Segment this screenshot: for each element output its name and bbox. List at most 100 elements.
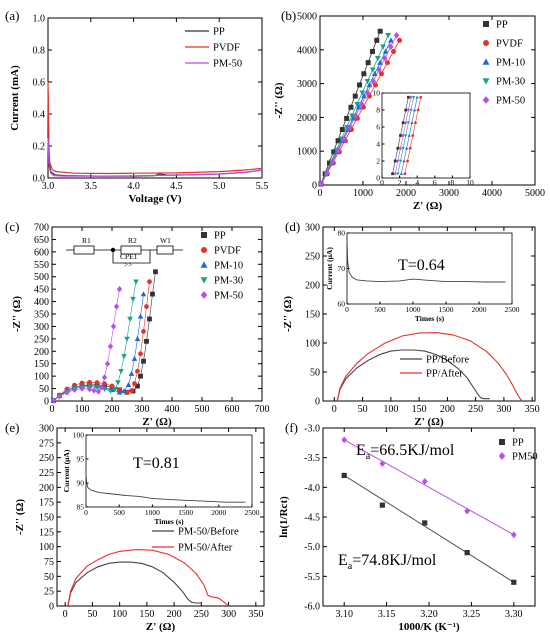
x-tick-label: 5.5 — [256, 181, 269, 192]
inset-point-PM-50 — [401, 133, 405, 138]
y-tick-label: 225 — [39, 468, 54, 479]
data-point-PVDF — [87, 379, 92, 385]
data-point-PM-50 — [318, 180, 324, 188]
legend-marker — [201, 232, 207, 238]
y-tick-label: 125 — [39, 527, 54, 538]
y-tick-label: 25 — [44, 587, 54, 598]
x-tick-label: 200 — [105, 404, 120, 415]
inset-point-PM-10 — [405, 146, 409, 150]
legend: PP PM50 — [498, 438, 538, 463]
x-tick-label: 2000 — [396, 188, 416, 199]
inset-point-PVDF — [419, 95, 423, 99]
data-point-PM-50 — [71, 386, 78, 393]
data-point-PM-50 — [335, 146, 342, 154]
y-tick-label: -5.0 — [304, 542, 320, 553]
data-point-PM-50 — [50, 397, 57, 404]
y-tick-label: 250 — [305, 252, 320, 263]
inset-point-PM-50 — [398, 146, 403, 151]
inset-point-PP — [399, 134, 402, 137]
inset-x-tick-label: 0 — [345, 305, 349, 314]
data-point-PVDF — [138, 351, 143, 357]
chart-b: 0 1000 2000 3000 4000 50000100020003000400050… — [273, 8, 545, 212]
transference-number: T=0.81 — [133, 455, 180, 472]
circuit-label-w1: W1 — [160, 236, 171, 245]
inset-point-PM-10 — [415, 95, 419, 99]
legend-marker — [483, 40, 489, 46]
y-axis-label: -Z'' (Ω) — [11, 296, 23, 332]
cpe-branch — [112, 250, 151, 264]
y-tick-label: -6.0 — [304, 602, 320, 613]
data-point-PM-50 — [64, 389, 70, 396]
x-tick-label: 0 — [332, 404, 337, 415]
y-axis-label: Current (mA) — [9, 65, 21, 131]
data-point-PP — [377, 28, 383, 34]
fit-line-PP — [53, 271, 156, 401]
inset-point-PVDF — [414, 121, 417, 125]
activation-energy-pm50: Ea=66.5KJ/mol — [356, 442, 455, 462]
data-point-PM-50 — [358, 100, 365, 108]
data-point-PVDF — [372, 82, 378, 88]
data-point-PM-30 — [127, 316, 133, 322]
chart-c: 0 100 200 300 400 500 600 700050100150200250300… — [5, 219, 270, 428]
y-tick-label: 700 — [34, 223, 49, 234]
legend: PM-50/Before PM-50/After — [152, 527, 239, 554]
data-point-PVDF — [129, 388, 134, 393]
data-point-PM-30 — [121, 354, 127, 360]
x-tick-label: 200 — [167, 609, 182, 620]
y-tick-label: 400 — [34, 297, 49, 308]
legend-marker — [201, 247, 207, 253]
y-tick-label: 200 — [305, 281, 320, 292]
legend: PP PVDF PM-50 — [185, 27, 242, 70]
y-tick-label: 600 — [34, 247, 49, 258]
x-axis-label: Z' (Ω) — [414, 416, 444, 428]
data-point-PM-50 — [393, 32, 400, 39]
legend-label: PM-50 — [214, 291, 243, 302]
y-tick-label: 1.0 — [33, 14, 46, 25]
data-point-PM-50 — [101, 374, 108, 381]
y-tick-label: 300 — [39, 424, 54, 435]
y-tick-label: 2000 — [297, 113, 317, 124]
chart-d: 0 50 100 150 200 250 300 350 0 50 100 150 200 250 300 Z… — [282, 219, 540, 428]
data-point-PP — [326, 160, 332, 166]
data-point-PM-50 — [382, 55, 388, 62]
inset-y-axis-label: Current (μA) — [62, 449, 71, 492]
x-tick-label: 100 — [75, 404, 90, 415]
data-point-PM-30 — [112, 386, 118, 392]
y-tick-label: 0 — [49, 602, 54, 613]
inset-x-tick-label: 10 — [466, 178, 474, 187]
legend: PP PVDF PM-10 PM-30 PM-50 — [482, 20, 525, 107]
legend-marker — [499, 439, 505, 445]
data-point-PP — [150, 291, 155, 297]
x-tick-label: 50 — [358, 404, 368, 415]
legend-marker — [200, 291, 208, 299]
chart-e: 0 50 100 150 200 250 300 350 0 25 50 75 100 125 150 175… — [5, 420, 265, 633]
x-tick-label: 100 — [112, 609, 127, 620]
data-point-PM-50 — [116, 286, 123, 293]
y-tick-label: 300 — [34, 322, 49, 333]
inset-x-tick-label: 500 — [374, 305, 386, 314]
y-axis-label: -Z'' (Ω) — [14, 499, 26, 535]
data-point-PM-30 — [359, 90, 366, 96]
inset-point-PM-10 — [402, 159, 406, 163]
y-tick-label: 5000 — [297, 12, 317, 23]
panel-label: (a) — [5, 8, 19, 23]
data-point-PM-30 — [374, 56, 381, 62]
inset-point-PM-10 — [407, 133, 411, 137]
inset-y-tick-label: 100 — [73, 431, 85, 440]
legend-marker — [200, 277, 208, 284]
inset-point-PM-10 — [412, 108, 417, 112]
x-axis-label: Voltage (V) — [128, 193, 181, 205]
inset-x-tick-label: 8 — [451, 178, 455, 187]
legend-label: PM-10 — [496, 58, 525, 69]
data-point-PM-50 — [79, 385, 85, 392]
data-point-PM50 — [510, 531, 517, 539]
inset-point-PP — [401, 121, 405, 125]
data-point-PVDF — [124, 389, 130, 395]
data-point-PM-30 — [354, 101, 361, 108]
inset-point-PP — [393, 159, 397, 163]
data-point-PVDF — [397, 37, 403, 43]
inset-point-PVDF — [411, 134, 415, 137]
inset-point-PM-30 — [401, 146, 405, 150]
y-tick-label: 550 — [34, 260, 49, 271]
legend-label: PM-50 — [496, 96, 525, 107]
